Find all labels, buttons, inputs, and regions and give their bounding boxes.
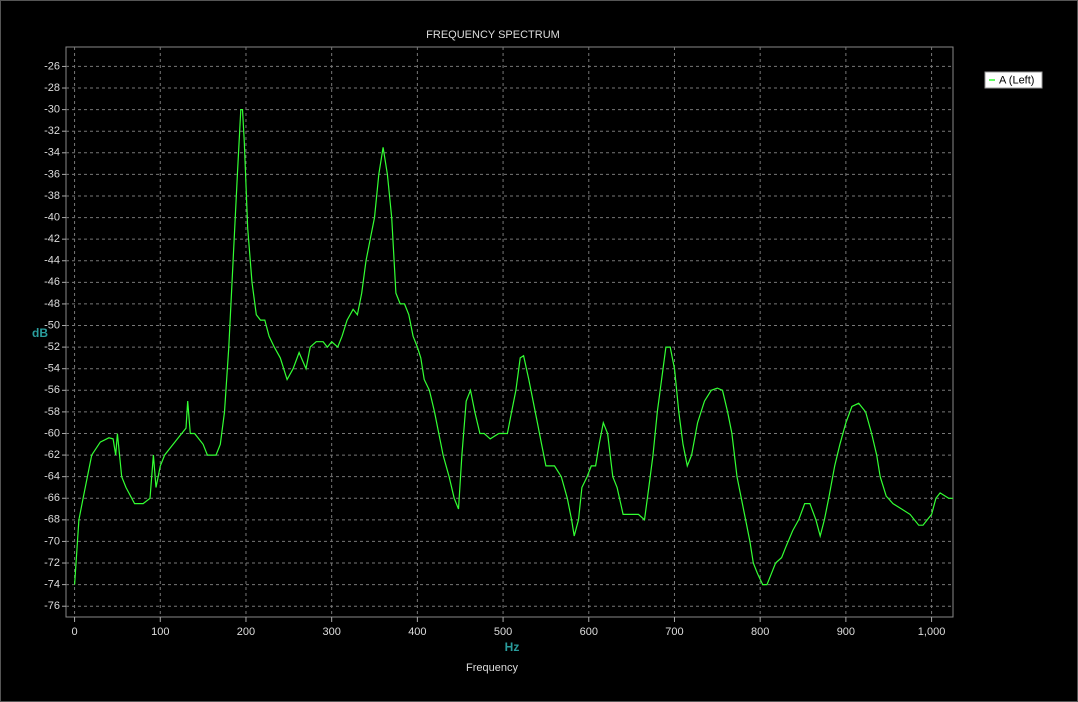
x-axis-unit: Hz (505, 640, 520, 654)
y-tick-label: -34 (44, 147, 60, 159)
y-tick-label: -76 (44, 600, 60, 612)
y-tick-label: -28 (44, 82, 60, 94)
y-tick-label: -38 (44, 190, 60, 202)
y-tick-label: -44 (44, 255, 60, 267)
x-tick-label: 600 (580, 626, 598, 638)
x-tick-label: 900 (837, 626, 855, 638)
y-tick-label: -62 (44, 449, 60, 461)
y-tick-label: -68 (44, 514, 60, 526)
y-tick-label: -48 (44, 298, 60, 310)
x-tick-label: 1,000 (918, 626, 946, 638)
legend-box (984, 71, 1043, 89)
x-tick-label: 100 (151, 626, 169, 638)
y-tick-label: -70 (44, 535, 60, 547)
x-tick-label: 400 (408, 626, 426, 638)
x-tick-label: 800 (751, 626, 769, 638)
y-tick-label: -46 (44, 276, 60, 288)
y-tick-label: -72 (44, 557, 60, 569)
y-tick-label: -74 (44, 579, 60, 591)
y-tick-label: -56 (44, 384, 60, 396)
x-tick-label: 200 (237, 626, 255, 638)
legend-label: A (Left) (999, 74, 1034, 86)
y-axis-label: dB (32, 326, 48, 340)
y-tick-label: -64 (44, 471, 60, 483)
y-tick-label: -26 (44, 60, 60, 72)
series-line (74, 109, 953, 586)
x-tick-label: 700 (665, 626, 683, 638)
y-tick-label: -42 (44, 233, 60, 245)
y-tick-label: -30 (44, 104, 60, 116)
y-tick-label: -58 (44, 406, 60, 418)
y-tick-label: -66 (44, 492, 60, 504)
y-tick-label: -60 (44, 427, 60, 439)
x-tick-label: 0 (72, 626, 78, 638)
x-axis-label: Frequency (466, 662, 518, 674)
x-tick-label: 300 (322, 626, 340, 638)
y-tick-label: -54 (44, 363, 60, 375)
plot-area (65, 46, 954, 618)
y-tick-label: -36 (44, 168, 60, 180)
y-tick-label: -50 (44, 319, 60, 331)
y-tick-label: -40 (44, 211, 60, 223)
chart-title: FREQUENCY SPECTRUM (426, 29, 560, 41)
y-tick-label: -52 (44, 341, 60, 353)
x-tick-label: 500 (494, 626, 512, 638)
y-tick-label: -32 (44, 125, 60, 137)
